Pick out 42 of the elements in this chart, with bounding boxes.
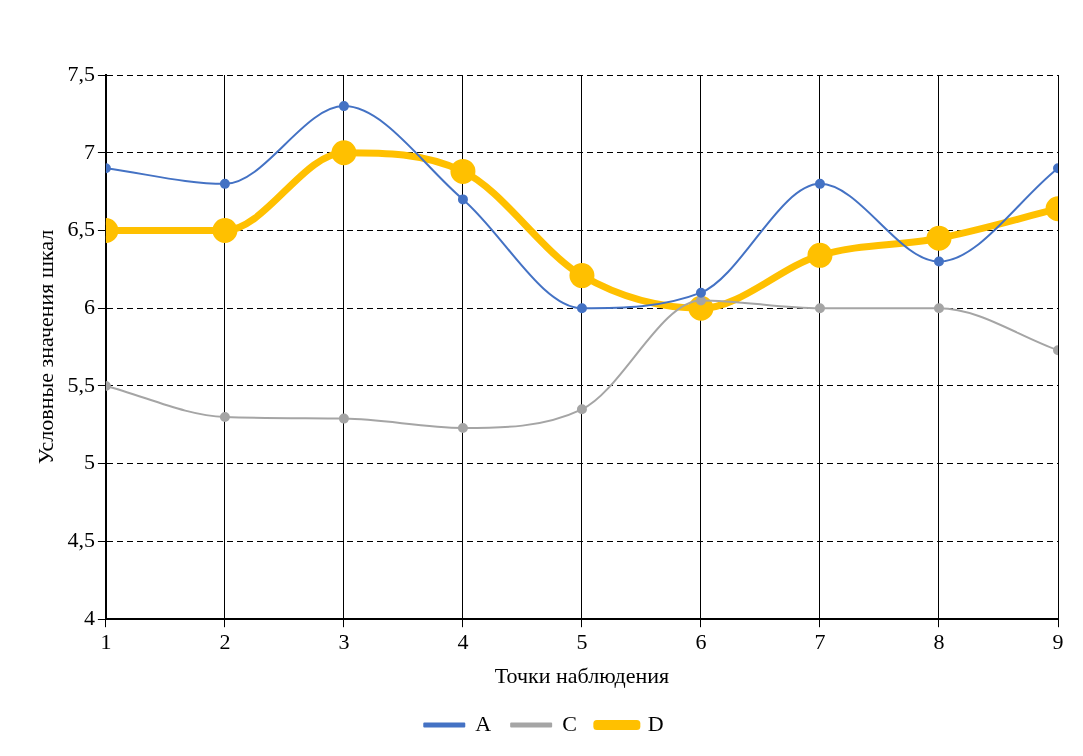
x-tick-label: 3: [338, 629, 350, 655]
point: [338, 101, 349, 112]
point: [338, 413, 349, 424]
point: [219, 412, 230, 423]
legend-label: A: [475, 710, 492, 736]
point: [695, 287, 706, 298]
x-tick-label: 2: [219, 629, 231, 655]
point: [457, 422, 468, 433]
x-tick-label: 7: [814, 629, 826, 655]
x-tick-label: 1: [100, 629, 112, 655]
point: [926, 225, 952, 251]
point: [569, 263, 595, 289]
point: [933, 256, 944, 267]
x-tick-label: 9: [1052, 629, 1064, 655]
y-tick-label: 6: [83, 294, 95, 320]
point: [814, 303, 825, 314]
point: [807, 242, 833, 268]
x-tick-label: 4: [457, 629, 469, 655]
y-axis-title: Условные значения шкал: [32, 229, 58, 465]
x-tick-label: 8: [933, 629, 945, 655]
y-tick-label: 5,5: [67, 371, 95, 397]
point: [331, 140, 357, 166]
y-tick-label: 4: [83, 604, 95, 630]
y-tick-label: 5: [83, 449, 95, 475]
point: [457, 194, 468, 205]
point: [219, 178, 230, 189]
point: [576, 303, 587, 314]
point: [576, 404, 587, 415]
x-tick-label: 6: [695, 629, 707, 655]
legend-label: D: [647, 710, 664, 736]
point: [212, 217, 238, 243]
legend-label: C: [562, 710, 577, 736]
y-tick-label: 7,5: [67, 60, 95, 86]
point: [450, 158, 476, 184]
y-tick-label: 7: [83, 138, 95, 164]
point: [814, 178, 825, 189]
point: [933, 303, 944, 314]
x-tick-label: 5: [576, 629, 588, 655]
y-tick-label: 4,5: [67, 527, 95, 553]
point: [695, 295, 706, 306]
x-axis-title: Точки наблюдения: [494, 662, 670, 688]
y-tick-label: 6,5: [67, 216, 95, 242]
